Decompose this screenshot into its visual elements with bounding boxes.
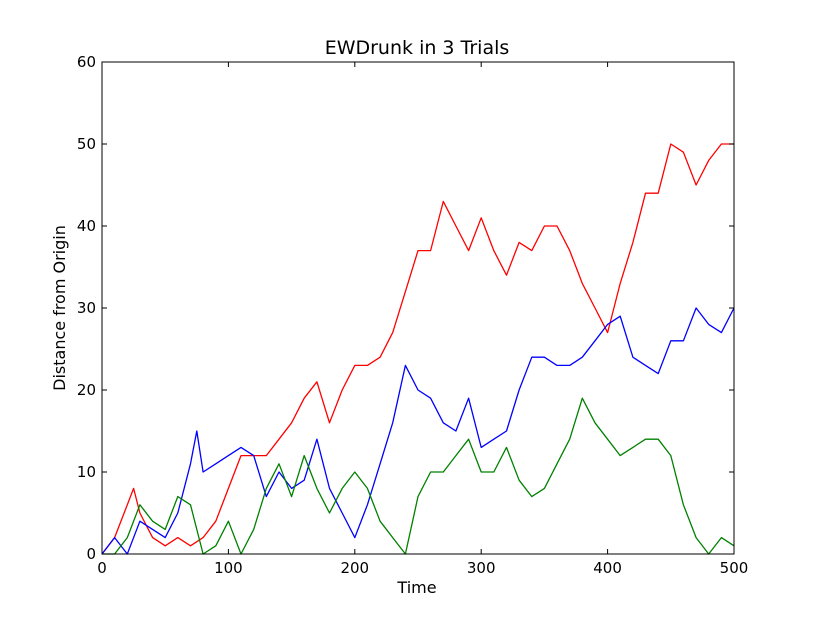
tick-layer: 0 100 200 300 400 500 0 10 20 30 40 50 60: [77, 53, 748, 577]
x-tick-label: 400: [593, 559, 622, 577]
series-line-1: [101, 307, 735, 555]
y-tick-label: 10: [77, 463, 96, 481]
y-axis-label: Distance from Origin: [50, 225, 69, 391]
plot-frame: [101, 61, 735, 555]
y-tick-label: 50: [77, 135, 96, 153]
y-tick-label: 40: [77, 217, 96, 235]
x-tick-label: 0: [97, 559, 107, 577]
x-tick-label: 500: [720, 559, 749, 577]
y-tick-label: 60: [77, 53, 96, 71]
series-line-2: [102, 397, 735, 555]
series-line-0: [101, 143, 734, 555]
y-tick-label: 0: [86, 545, 96, 563]
x-axis-label: Time: [396, 578, 436, 597]
series-layer: [101, 143, 735, 555]
y-tick-label: 30: [77, 299, 96, 317]
x-tick-label: 100: [214, 559, 243, 577]
chart-title: EWDrunk in 3 Trials: [325, 37, 510, 59]
y-tick-label: 20: [77, 381, 96, 399]
x-tick-label: 200: [340, 559, 369, 577]
x-tick-label: 300: [467, 559, 496, 577]
